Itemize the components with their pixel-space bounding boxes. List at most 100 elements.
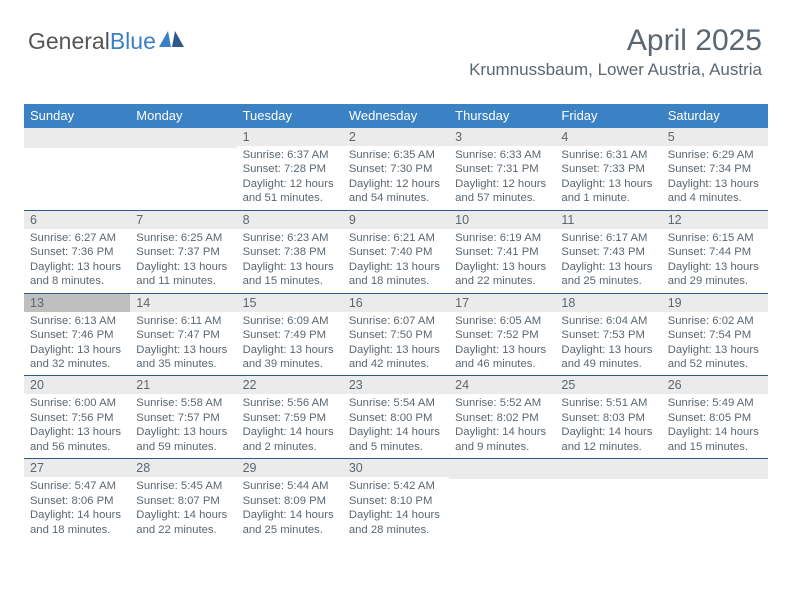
day-number: 1	[237, 128, 343, 146]
sunset-line: Sunset: 7:52 PM	[455, 328, 549, 342]
day-body: Sunrise: 6:13 AMSunset: 7:46 PMDaylight:…	[24, 312, 130, 376]
calendar-week-row: 27Sunrise: 5:47 AMSunset: 8:06 PMDayligh…	[24, 458, 768, 541]
day-number: 21	[130, 376, 236, 394]
daylight-line: Daylight: 14 hours and 9 minutes.	[455, 425, 549, 454]
sunrise-line: Sunrise: 5:47 AM	[30, 479, 124, 493]
calendar-day: 19Sunrise: 6:02 AMSunset: 7:54 PMDayligh…	[662, 294, 768, 376]
sunrise-line: Sunrise: 5:44 AM	[243, 479, 337, 493]
calendar-header-cell: Saturday	[662, 104, 768, 128]
day-body: Sunrise: 5:54 AMSunset: 8:00 PMDaylight:…	[343, 394, 449, 458]
sunset-line: Sunset: 8:05 PM	[668, 411, 762, 425]
calendar-day: 2Sunrise: 6:35 AMSunset: 7:30 PMDaylight…	[343, 128, 449, 210]
calendar-day: 30Sunrise: 5:42 AMSunset: 8:10 PMDayligh…	[343, 459, 449, 541]
daylight-line: Daylight: 13 hours and 8 minutes.	[30, 260, 124, 289]
day-number	[662, 459, 768, 479]
calendar-day: 26Sunrise: 5:49 AMSunset: 8:05 PMDayligh…	[662, 376, 768, 458]
day-number: 8	[237, 211, 343, 229]
sunset-line: Sunset: 8:02 PM	[455, 411, 549, 425]
daylight-line: Daylight: 13 hours and 29 minutes.	[668, 260, 762, 289]
day-number: 15	[237, 294, 343, 312]
sunset-line: Sunset: 7:54 PM	[668, 328, 762, 342]
calendar-day: 22Sunrise: 5:56 AMSunset: 7:59 PMDayligh…	[237, 376, 343, 458]
day-number: 29	[237, 459, 343, 477]
sunset-line: Sunset: 7:28 PM	[243, 162, 337, 176]
day-body: Sunrise: 6:17 AMSunset: 7:43 PMDaylight:…	[555, 229, 661, 293]
day-number: 24	[449, 376, 555, 394]
calendar-day-empty	[130, 128, 236, 210]
day-body: Sunrise: 6:33 AMSunset: 7:31 PMDaylight:…	[449, 146, 555, 210]
calendar-day: 11Sunrise: 6:17 AMSunset: 7:43 PMDayligh…	[555, 211, 661, 293]
sunrise-line: Sunrise: 6:21 AM	[349, 231, 443, 245]
calendar-header-cell: Monday	[130, 104, 236, 128]
day-number: 13	[24, 294, 130, 312]
calendar-header-cell: Friday	[555, 104, 661, 128]
day-body: Sunrise: 5:47 AMSunset: 8:06 PMDaylight:…	[24, 477, 130, 541]
sunset-line: Sunset: 8:07 PM	[136, 494, 230, 508]
day-number: 7	[130, 211, 236, 229]
sunrise-line: Sunrise: 6:13 AM	[30, 314, 124, 328]
calendar-header-cell: Wednesday	[343, 104, 449, 128]
sunset-line: Sunset: 7:37 PM	[136, 245, 230, 259]
calendar-day: 25Sunrise: 5:51 AMSunset: 8:03 PMDayligh…	[555, 376, 661, 458]
sunrise-line: Sunrise: 6:11 AM	[136, 314, 230, 328]
sunrise-line: Sunrise: 6:17 AM	[561, 231, 655, 245]
calendar-header-row: SundayMondayTuesdayWednesdayThursdayFrid…	[24, 104, 768, 128]
day-body: Sunrise: 6:00 AMSunset: 7:56 PMDaylight:…	[24, 394, 130, 458]
calendar-day-empty	[24, 128, 130, 210]
sunrise-line: Sunrise: 5:58 AM	[136, 396, 230, 410]
calendar-day-empty	[662, 459, 768, 541]
daylight-line: Daylight: 13 hours and 22 minutes.	[455, 260, 549, 289]
calendar-day: 8Sunrise: 6:23 AMSunset: 7:38 PMDaylight…	[237, 211, 343, 293]
sunset-line: Sunset: 7:53 PM	[561, 328, 655, 342]
calendar-day-empty	[555, 459, 661, 541]
day-number: 5	[662, 128, 768, 146]
sunrise-line: Sunrise: 6:29 AM	[668, 148, 762, 162]
day-number	[24, 128, 130, 148]
daylight-line: Daylight: 13 hours and 11 minutes.	[136, 260, 230, 289]
sunset-line: Sunset: 7:41 PM	[455, 245, 549, 259]
calendar-day: 13Sunrise: 6:13 AMSunset: 7:46 PMDayligh…	[24, 294, 130, 376]
daylight-line: Daylight: 14 hours and 18 minutes.	[30, 508, 124, 537]
sunrise-line: Sunrise: 5:45 AM	[136, 479, 230, 493]
logo-text-1: General	[28, 28, 110, 55]
day-number: 18	[555, 294, 661, 312]
calendar-header-cell: Sunday	[24, 104, 130, 128]
calendar-day: 24Sunrise: 5:52 AMSunset: 8:02 PMDayligh…	[449, 376, 555, 458]
day-number: 14	[130, 294, 236, 312]
calendar-week-row: 1Sunrise: 6:37 AMSunset: 7:28 PMDaylight…	[24, 128, 768, 210]
logo-icon	[159, 31, 171, 47]
calendar-day: 27Sunrise: 5:47 AMSunset: 8:06 PMDayligh…	[24, 459, 130, 541]
calendar: SundayMondayTuesdayWednesdayThursdayFrid…	[24, 104, 768, 541]
day-body: Sunrise: 5:58 AMSunset: 7:57 PMDaylight:…	[130, 394, 236, 458]
day-body: Sunrise: 6:37 AMSunset: 7:28 PMDaylight:…	[237, 146, 343, 210]
daylight-line: Daylight: 13 hours and 56 minutes.	[30, 425, 124, 454]
sunrise-line: Sunrise: 6:02 AM	[668, 314, 762, 328]
daylight-line: Daylight: 13 hours and 59 minutes.	[136, 425, 230, 454]
day-number	[449, 459, 555, 479]
logo-icon-2	[172, 31, 184, 47]
sunset-line: Sunset: 8:09 PM	[243, 494, 337, 508]
day-body: Sunrise: 6:07 AMSunset: 7:50 PMDaylight:…	[343, 312, 449, 376]
sunrise-line: Sunrise: 6:19 AM	[455, 231, 549, 245]
day-body: Sunrise: 5:42 AMSunset: 8:10 PMDaylight:…	[343, 477, 449, 541]
sunrise-line: Sunrise: 6:31 AM	[561, 148, 655, 162]
day-body: Sunrise: 5:44 AMSunset: 8:09 PMDaylight:…	[237, 477, 343, 541]
sunset-line: Sunset: 7:49 PM	[243, 328, 337, 342]
day-body: Sunrise: 6:15 AMSunset: 7:44 PMDaylight:…	[662, 229, 768, 293]
day-body: Sunrise: 6:02 AMSunset: 7:54 PMDaylight:…	[662, 312, 768, 376]
sunset-line: Sunset: 7:34 PM	[668, 162, 762, 176]
sunrise-line: Sunrise: 6:27 AM	[30, 231, 124, 245]
daylight-line: Daylight: 13 hours and 18 minutes.	[349, 260, 443, 289]
day-number: 26	[662, 376, 768, 394]
daylight-line: Daylight: 13 hours and 35 minutes.	[136, 343, 230, 372]
day-body: Sunrise: 6:19 AMSunset: 7:41 PMDaylight:…	[449, 229, 555, 293]
daylight-line: Daylight: 14 hours and 2 minutes.	[243, 425, 337, 454]
calendar-day-empty	[449, 459, 555, 541]
day-body: Sunrise: 6:04 AMSunset: 7:53 PMDaylight:…	[555, 312, 661, 376]
sunrise-line: Sunrise: 6:23 AM	[243, 231, 337, 245]
day-number: 10	[449, 211, 555, 229]
location-subtitle: Krumnussbaum, Lower Austria, Austria	[469, 60, 762, 80]
calendar-week-row: 6Sunrise: 6:27 AMSunset: 7:36 PMDaylight…	[24, 210, 768, 293]
sunset-line: Sunset: 7:36 PM	[30, 245, 124, 259]
calendar-day: 20Sunrise: 6:00 AMSunset: 7:56 PMDayligh…	[24, 376, 130, 458]
